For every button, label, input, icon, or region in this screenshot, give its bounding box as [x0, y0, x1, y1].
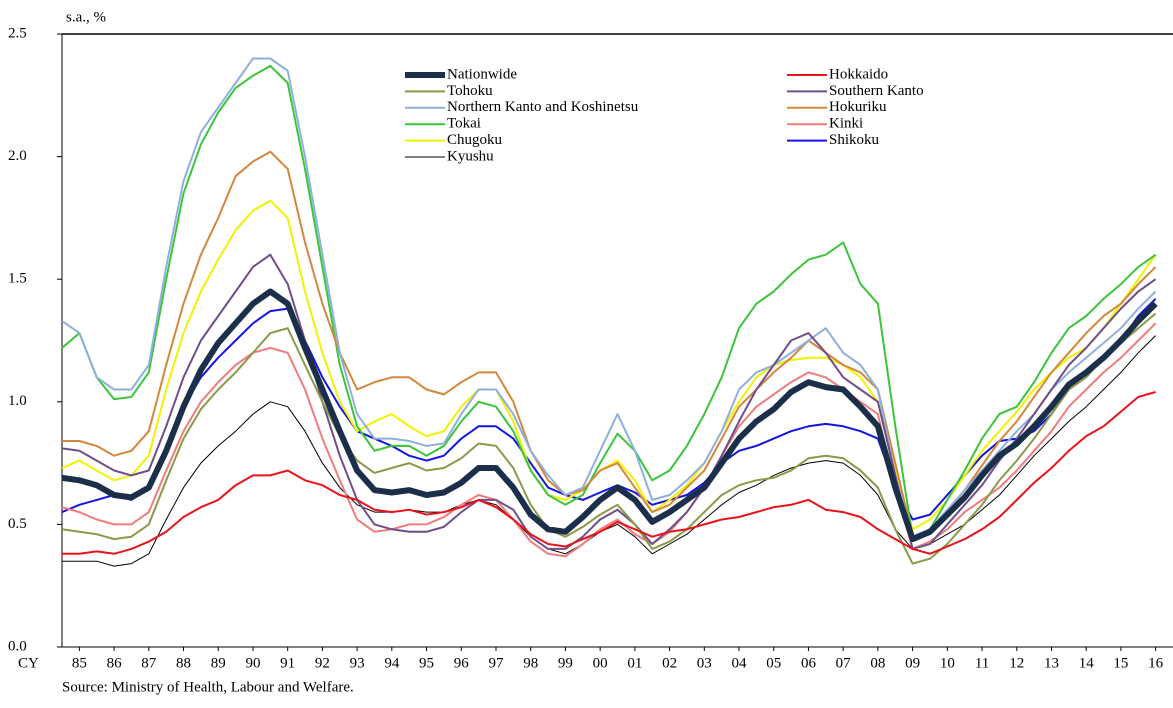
legend-label: Southern Kanto: [829, 83, 924, 99]
x-tick-label: 86: [107, 655, 123, 671]
y-axis-label: s.a., %: [66, 9, 106, 25]
y-tick-label: 0.0: [8, 638, 27, 654]
x-tick-label: 05: [766, 655, 781, 671]
x-tick-label: 09: [905, 655, 920, 671]
y-tick-label: 1.5: [8, 271, 27, 287]
source-note: Source: Ministry of Health, Labour and W…: [62, 679, 354, 695]
x-tick-label: 90: [245, 655, 260, 671]
x-tick-label: 10: [940, 655, 955, 671]
x-tick-label: 97: [488, 655, 504, 671]
x-tick-label: 98: [523, 655, 538, 671]
series-line: [61, 312, 1157, 565]
x-tick-label: 15: [1113, 655, 1128, 671]
y-tick-label: 1.0: [8, 393, 27, 409]
y-tick-label: 2.5: [8, 25, 27, 41]
x-tick-label: 12: [1009, 655, 1024, 671]
legend-label: Tokai: [447, 116, 481, 132]
y-tick-label: 2.0: [8, 148, 27, 164]
x-tick-label: 91: [280, 655, 295, 671]
x-tick-label: 85: [72, 655, 87, 671]
legend-label: Hokkaido: [829, 66, 888, 82]
x-tick-label: 14: [1079, 655, 1095, 671]
legend-label: Kinki: [829, 116, 863, 132]
x-tick-label: 92: [315, 655, 330, 671]
legend-label: Nationwide: [447, 66, 517, 82]
x-tick-label: 88: [176, 655, 191, 671]
legend-label: Northern Kanto and Koshinetsu: [447, 99, 639, 115]
x-tick-label: 08: [870, 655, 885, 671]
legend-label: Shikoku: [829, 132, 880, 148]
series-line: [61, 322, 1157, 558]
x-tick-label: 96: [454, 655, 470, 671]
series-line: [61, 298, 1157, 521]
y-tick-label: 0.5: [8, 516, 27, 532]
x-tick-label: 94: [384, 655, 400, 671]
series-line: [61, 64, 1157, 538]
series-line: [62, 391, 1156, 555]
series-line: [62, 335, 1156, 567]
x-tick-label: 89: [211, 655, 226, 671]
x-tick-label: 06: [801, 655, 817, 671]
x-tick-label: 01: [627, 655, 642, 671]
x-tick-label: 13: [1044, 655, 1059, 671]
x-tick-label: 04: [732, 655, 748, 671]
x-tick-label: 99: [558, 655, 573, 671]
legend-label: Hokuriku: [829, 99, 887, 115]
series-line: [61, 199, 1157, 531]
legend-label: Chugoku: [447, 132, 503, 148]
x-axis-label: CY: [18, 655, 39, 671]
x-tick-label: 07: [836, 655, 852, 671]
series-line: [61, 57, 1157, 538]
x-tick-label: 93: [350, 655, 365, 671]
x-tick-label: 95: [419, 655, 434, 671]
x-tick-label: 87: [141, 655, 157, 671]
x-tick-label: 03: [697, 655, 712, 671]
x-tick-label: 16: [1148, 655, 1164, 671]
legend-label: Kyushu: [447, 148, 494, 164]
x-tick-label: 11: [975, 655, 989, 671]
legend-label: Tohoku: [447, 83, 493, 99]
x-tick-label: 02: [662, 655, 677, 671]
series-line: [62, 150, 1157, 538]
series-line: [61, 288, 1158, 543]
x-tick-label: 00: [593, 655, 608, 671]
series-line: [61, 253, 1157, 550]
